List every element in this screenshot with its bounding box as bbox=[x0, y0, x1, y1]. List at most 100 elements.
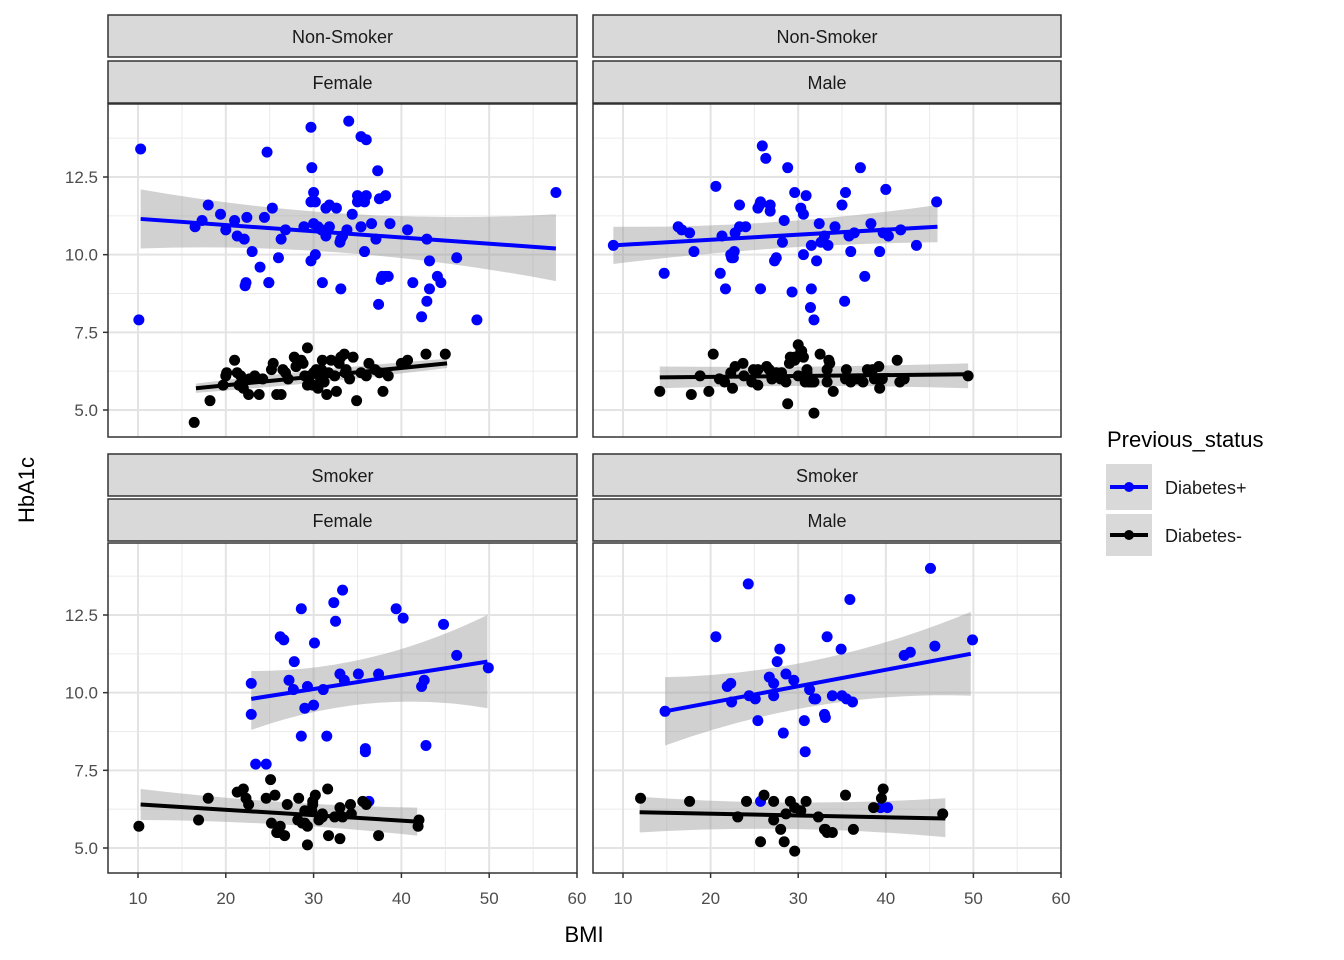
strip-sex bbox=[107, 60, 578, 104]
data-point bbox=[725, 677, 737, 689]
data-point bbox=[880, 183, 892, 195]
data-point bbox=[635, 792, 647, 804]
data-point bbox=[875, 792, 887, 804]
data-point bbox=[309, 196, 321, 208]
data-point bbox=[204, 395, 216, 407]
data-point bbox=[241, 211, 253, 223]
data-point bbox=[654, 385, 666, 397]
data-point bbox=[306, 162, 318, 174]
data-point bbox=[847, 696, 859, 708]
data-point bbox=[741, 795, 753, 807]
data-point bbox=[727, 252, 739, 264]
data-point bbox=[245, 677, 257, 689]
fit-line bbox=[664, 651, 972, 714]
data-point bbox=[451, 252, 463, 264]
data-point bbox=[295, 603, 307, 615]
data-point bbox=[758, 789, 770, 801]
data-point bbox=[250, 758, 262, 770]
data-point bbox=[133, 820, 145, 832]
data-point bbox=[829, 221, 841, 233]
data-point bbox=[777, 727, 789, 739]
data-point bbox=[800, 190, 812, 202]
data-point bbox=[265, 774, 277, 786]
panel-smoker-female: Smoker Female 5.0 7.5 10.0 12.5 10 20 30 40 50 60 bbox=[65, 453, 586, 908]
x-tick-label: 30 bbox=[304, 889, 323, 908]
data-point bbox=[352, 668, 364, 680]
data-point bbox=[407, 277, 419, 289]
strip-label-smoker: Non-Smoker bbox=[776, 27, 877, 47]
data-point bbox=[418, 674, 430, 686]
data-point bbox=[237, 783, 249, 795]
data-point bbox=[797, 249, 809, 261]
x-tick-label: 20 bbox=[216, 889, 235, 908]
fit-line bbox=[613, 224, 938, 248]
x-axis-label: BMI bbox=[564, 922, 603, 947]
data-point bbox=[755, 196, 767, 208]
data-point bbox=[279, 830, 291, 842]
data-point bbox=[265, 817, 277, 829]
x-tick-label: 20 bbox=[701, 889, 720, 908]
y-tick-label: 7.5 bbox=[74, 761, 98, 780]
data-point bbox=[684, 795, 696, 807]
data-point bbox=[658, 267, 670, 279]
panel-background bbox=[108, 104, 577, 437]
data-point bbox=[840, 789, 852, 801]
data-point bbox=[245, 708, 257, 720]
data-point bbox=[826, 826, 838, 838]
data-point bbox=[827, 385, 839, 397]
data-point bbox=[260, 792, 272, 804]
data-point bbox=[330, 385, 342, 397]
data-point bbox=[707, 348, 719, 360]
data-point bbox=[343, 115, 355, 127]
data-point bbox=[229, 354, 241, 366]
data-point bbox=[813, 218, 825, 230]
data-point bbox=[924, 562, 936, 574]
data-point bbox=[752, 364, 764, 376]
data-point bbox=[438, 618, 450, 630]
data-point bbox=[719, 376, 731, 388]
data-point bbox=[416, 311, 428, 323]
y-tick-label: 12.5 bbox=[65, 168, 98, 187]
data-point bbox=[737, 357, 749, 369]
data-point bbox=[321, 388, 333, 400]
data-point bbox=[805, 239, 817, 251]
strip-label-smoker: Smoker bbox=[311, 466, 373, 486]
data-point bbox=[261, 146, 273, 158]
fit-line bbox=[195, 361, 448, 391]
data-point bbox=[768, 795, 780, 807]
data-point bbox=[305, 121, 317, 133]
data-point bbox=[868, 802, 880, 814]
data-point bbox=[882, 230, 894, 242]
data-point bbox=[795, 805, 807, 817]
data-point bbox=[243, 388, 255, 400]
data-point bbox=[309, 789, 321, 801]
data-point bbox=[727, 382, 738, 394]
strip-label-smoker: Smoker bbox=[796, 466, 858, 486]
data-point bbox=[789, 845, 801, 857]
data-point bbox=[789, 187, 801, 199]
strip-label-smoker: Non-Smoker bbox=[292, 27, 393, 47]
data-point bbox=[482, 662, 494, 674]
data-point bbox=[805, 283, 817, 295]
data-point bbox=[774, 643, 786, 655]
data-point bbox=[382, 270, 394, 282]
data-point bbox=[344, 373, 356, 385]
data-point bbox=[278, 634, 290, 646]
data-point bbox=[904, 646, 916, 658]
strip-label-sex: Female bbox=[312, 511, 372, 531]
data-point bbox=[397, 612, 409, 624]
data-point bbox=[854, 162, 866, 174]
panel-border bbox=[107, 103, 578, 438]
data-point bbox=[799, 746, 811, 758]
data-point bbox=[877, 783, 889, 795]
data-point bbox=[780, 668, 792, 680]
data-point bbox=[382, 370, 394, 382]
data-point bbox=[755, 836, 767, 848]
data-point bbox=[135, 143, 147, 155]
data-point bbox=[420, 348, 432, 360]
data-point bbox=[760, 152, 772, 164]
data-point bbox=[229, 214, 241, 226]
x-tick-label: 50 bbox=[480, 889, 499, 908]
data-point bbox=[769, 255, 781, 267]
